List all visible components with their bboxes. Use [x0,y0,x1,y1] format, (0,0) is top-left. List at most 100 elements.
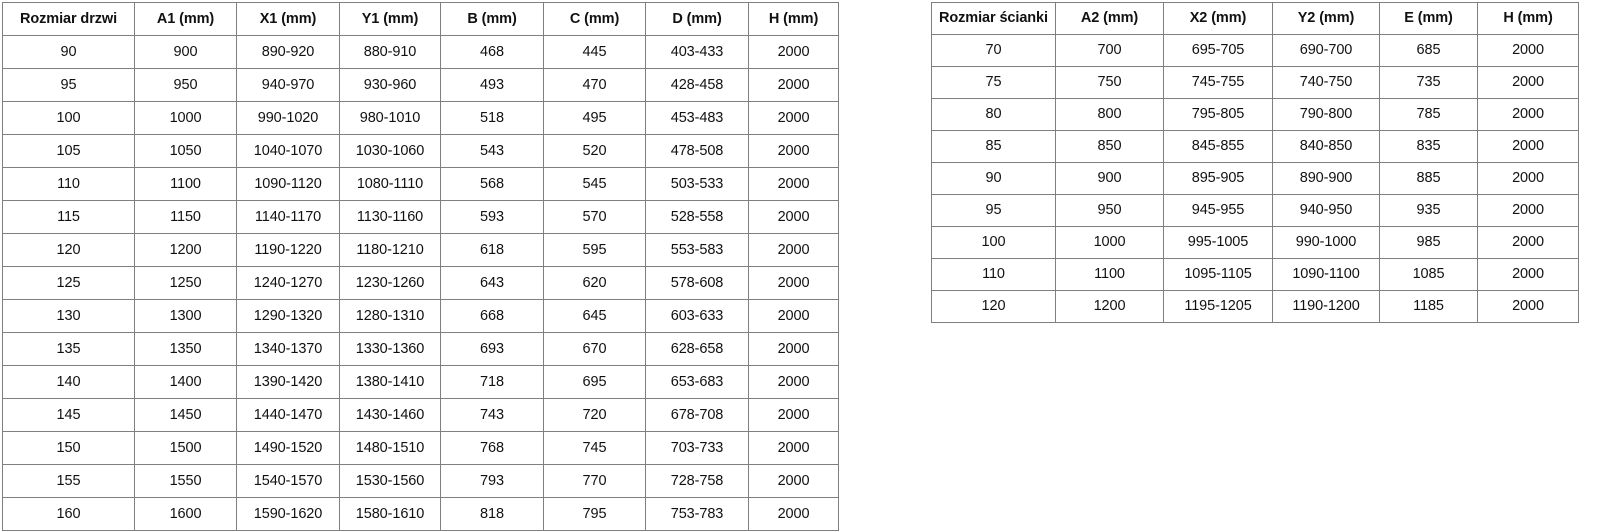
wall-cell-r1-c5: 2000 [1477,66,1579,99]
table-row: 145 1450 1440-1470 1430-1460 743 720 678-708 20… [2,398,839,432]
doors-cell-r6-c7: 2000 [748,233,839,267]
wall-cell-r4-c5: 2000 [1477,162,1579,195]
wall-cell-r7-c0: 110 [931,258,1056,291]
doors-cell-r8-c2: 1290-1320 [236,299,340,333]
doors-cell-r3-c7: 2000 [748,134,839,168]
doors-cell-r7-c2: 1240-1270 [236,266,340,300]
table-row: 100 1000 995-1005 990-1000 985 2000 [931,226,1579,259]
wall-cell-r1-c0: 75 [931,66,1056,99]
wall-cell-r5-c2: 945-955 [1163,194,1273,227]
doors-cell-r0-c4: 468 [440,35,544,69]
wall-cell-r0-c4: 685 [1379,34,1478,67]
wall-cell-r3-c2: 845-855 [1163,130,1273,163]
doors-column-header-6: D (mm) [645,2,749,36]
wall-cell-r0-c0: 70 [931,34,1056,67]
wall-cell-r2-c0: 80 [931,98,1056,131]
doors-cell-r11-c3: 1430-1460 [339,398,441,432]
doors-cell-r13-c3: 1530-1560 [339,464,441,498]
doors-cell-r4-c3: 1080-1110 [339,167,441,201]
doors-column-header-2: X1 (mm) [236,2,340,36]
wall-cell-r4-c3: 890-900 [1272,162,1380,195]
wall-cell-r0-c5: 2000 [1477,34,1579,67]
wall-cell-r7-c4: 1085 [1379,258,1478,291]
wall-cell-r7-c3: 1090-1100 [1272,258,1380,291]
table-row: 140 1400 1390-1420 1380-1410 718 695 653-683 20… [2,365,839,399]
doors-cell-r5-c2: 1140-1170 [236,200,340,234]
table-row: 90 900 890-920 880-910 468 445 403-433 2000 [2,35,839,69]
table-row: 120 1200 1195-1205 1190-1200 1185 2000 [931,290,1579,323]
doors-cell-r14-c1: 1600 [134,497,237,531]
doors-cell-r0-c0: 90 [2,35,135,69]
doors-cell-r5-c0: 115 [2,200,135,234]
wall-cell-r2-c3: 790-800 [1272,98,1380,131]
table-row: 105 1050 1040-1070 1030-1060 543 520 478-508 20… [2,134,839,168]
wall-cell-r2-c2: 795-805 [1163,98,1273,131]
doors-cell-r14-c4: 818 [440,497,544,531]
doors-cell-r0-c5: 445 [543,35,646,69]
doors-cell-r8-c0: 130 [2,299,135,333]
doors-cell-r2-c2: 990-1020 [236,101,340,135]
table-header-row: Rozmiar ścianki A2 (mm) X2 (mm) Y2 (mm) E (m… [931,2,1579,35]
wall-cell-r7-c1: 1100 [1055,258,1164,291]
doors-cell-r7-c7: 2000 [748,266,839,300]
wall-cell-r6-c4: 985 [1379,226,1478,259]
doors-cell-r2-c0: 100 [2,101,135,135]
wall-cell-r8-c0: 120 [931,290,1056,323]
doors-cell-r8-c4: 668 [440,299,544,333]
doors-cell-r0-c2: 890-920 [236,35,340,69]
doors-cell-r5-c3: 1130-1160 [339,200,441,234]
wall-cell-r6-c0: 100 [931,226,1056,259]
doors-cell-r0-c3: 880-910 [339,35,441,69]
wall-column-header-4: E (mm) [1379,2,1478,35]
wall-cell-r0-c2: 695-705 [1163,34,1273,67]
table-row: 95 950 945-955 940-950 935 2000 [931,194,1579,227]
table-row: 130 1300 1290-1320 1280-1310 668 645 603-633 20… [2,299,839,333]
doors-cell-r3-c2: 1040-1070 [236,134,340,168]
wall-cell-r3-c4: 835 [1379,130,1478,163]
wall-table-body: 70 700 695-705 690-700 685 2000 75 750 745-755 74… [931,34,1579,323]
table-row: 125 1250 1240-1270 1230-1260 643 620 578-608 20… [2,266,839,300]
wall-cell-r8-c2: 1195-1205 [1163,290,1273,323]
doors-cell-r13-c0: 155 [2,464,135,498]
doors-cell-r3-c6: 478-508 [645,134,749,168]
wall-column-header-2: X2 (mm) [1163,2,1273,35]
doors-cell-r1-c7: 2000 [748,68,839,102]
doors-cell-r2-c6: 453-483 [645,101,749,135]
doors-cell-r4-c2: 1090-1120 [236,167,340,201]
wall-cell-r6-c5: 2000 [1477,226,1579,259]
doors-cell-r8-c6: 603-633 [645,299,749,333]
doors-cell-r8-c3: 1280-1310 [339,299,441,333]
wall-cell-r5-c1: 950 [1055,194,1164,227]
doors-cell-r0-c6: 403-433 [645,35,749,69]
doors-cell-r3-c5: 520 [543,134,646,168]
doors-cell-r10-c2: 1390-1420 [236,365,340,399]
table-row: 75 750 745-755 740-750 735 2000 [931,66,1579,99]
doors-cell-r2-c7: 2000 [748,101,839,135]
doors-cell-r11-c1: 1450 [134,398,237,432]
doors-cell-r9-c4: 693 [440,332,544,366]
doors-cell-r10-c7: 2000 [748,365,839,399]
table-row: 80 800 795-805 790-800 785 2000 [931,98,1579,131]
wall-cell-r4-c2: 895-905 [1163,162,1273,195]
doors-cell-r6-c4: 618 [440,233,544,267]
table-row: 120 1200 1190-1220 1180-1210 618 595 553-583 20… [2,233,839,267]
wall-cell-r3-c0: 85 [931,130,1056,163]
table-row: 110 1100 1095-1105 1090-1100 1085 2000 [931,258,1579,291]
doors-cell-r1-c1: 950 [134,68,237,102]
doors-cell-r14-c6: 753-783 [645,497,749,531]
wall-column-header-1: A2 (mm) [1055,2,1164,35]
doors-cell-r8-c5: 645 [543,299,646,333]
doors-cell-r7-c4: 643 [440,266,544,300]
wall-cell-r2-c5: 2000 [1477,98,1579,131]
doors-cell-r14-c7: 2000 [748,497,839,531]
doors-cell-r11-c4: 743 [440,398,544,432]
table-row: 150 1500 1490-1520 1480-1510 768 745 703-733 20… [2,431,839,465]
doors-cell-r14-c3: 1580-1610 [339,497,441,531]
doors-cell-r5-c1: 1150 [134,200,237,234]
table-row: 135 1350 1340-1370 1330-1360 693 670 628-658 20… [2,332,839,366]
doors-cell-r3-c0: 105 [2,134,135,168]
doors-cell-r12-c4: 768 [440,431,544,465]
wall-cell-r2-c1: 800 [1055,98,1164,131]
doors-cell-r10-c3: 1380-1410 [339,365,441,399]
table-row: 155 1550 1540-1570 1530-1560 793 770 728-758 20… [2,464,839,498]
